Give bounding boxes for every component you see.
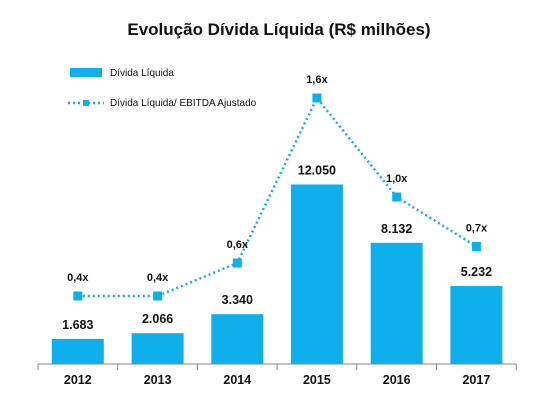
bar-2013 (131, 333, 184, 364)
legend: Dívida Líquida Dívida Líquida/ EBITDA Aj… (68, 68, 257, 109)
ratio-line (77, 95, 478, 298)
ratio-marker-2013 (153, 291, 163, 301)
bar-value-label-2014: 3.340 (222, 293, 253, 307)
chart-title: Evolução Dívida Líquida (R$ milhões) (127, 20, 431, 39)
ratio-label-2017: 0,7x (466, 223, 488, 235)
bar-value-label-2013: 2.066 (142, 312, 173, 326)
bar-2016 (370, 242, 423, 364)
x-tick-label-2015: 2015 (303, 373, 331, 387)
bar-value-label-2015: 12.050 (298, 164, 336, 178)
bars-layer: 1.683 2.066 3.340 12.050 8.132 5.232 (51, 164, 503, 364)
ratio-marker-2012 (73, 291, 83, 301)
ratio-marker-2014 (232, 258, 242, 268)
ratio-label-2016: 1,0x (386, 173, 408, 185)
x-tick-label-2016: 2016 (383, 373, 411, 387)
x-tick-label-2012: 2012 (64, 373, 92, 387)
ratio-label-2012: 0,4x (67, 272, 89, 284)
ratio-label-2015: 1,6x (306, 74, 328, 86)
x-tick-label-2017: 2017 (462, 373, 490, 387)
bar-2017 (450, 286, 503, 364)
legend-bar-swatch (70, 68, 102, 77)
ratio-line-layer: 0,4x 0,4x 0,6x 1,6x 1,0x 0,7x (67, 74, 488, 301)
ratio-label-2013: 0,4x (147, 272, 169, 284)
bar-2015 (290, 184, 343, 364)
legend-label-ratio: Dívida Líquida/ EBITDA Ajustado (110, 98, 257, 109)
bar-2014 (211, 314, 264, 364)
ratio-marker-2015 (312, 93, 322, 103)
x-axis: 2012 2013 2014 2015 2016 2017 (37, 363, 517, 387)
x-tick-label-2014: 2014 (223, 373, 251, 387)
ratio-label-2014: 0,6x (227, 239, 249, 251)
ratio-marker-2017 (471, 242, 481, 251)
bar-value-label-2017: 5.232 (461, 265, 492, 279)
legend-line-marker (83, 100, 89, 106)
bar-value-label-2012: 1.683 (62, 318, 93, 332)
bar-value-label-2016: 8.132 (381, 222, 412, 236)
legend-label-bars: Dívida Líquida (110, 68, 174, 79)
ratio-marker-2016 (392, 192, 402, 202)
bar-2012 (51, 338, 104, 364)
x-tick-label-2013: 2013 (144, 373, 172, 387)
